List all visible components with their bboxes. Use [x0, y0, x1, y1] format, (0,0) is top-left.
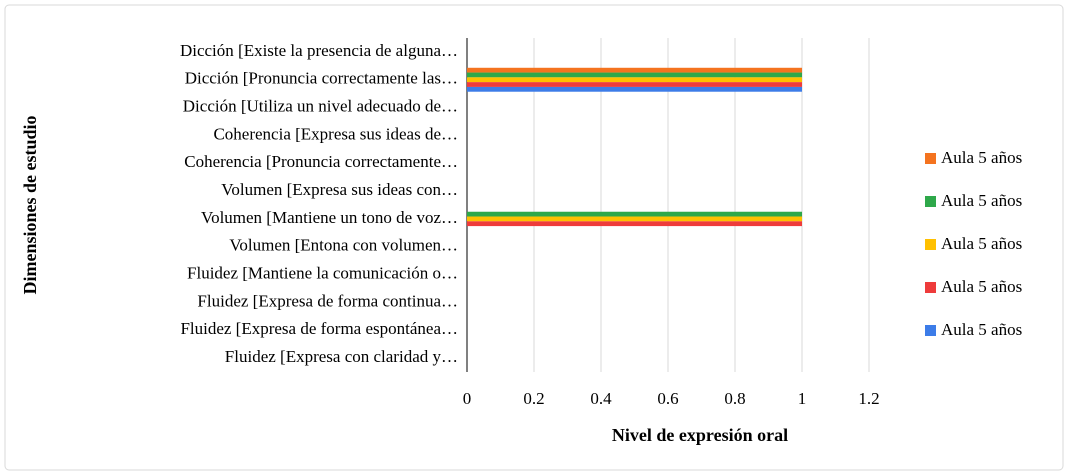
legend-label: Aula 5 años [941, 320, 1022, 339]
bar [467, 77, 802, 83]
legend-swatch [925, 282, 936, 293]
legend-label: Aula 5 años [941, 277, 1022, 296]
legend-swatch [925, 239, 936, 250]
y-tick-label: Dicción [Utiliza un nivel adecuado de… [183, 96, 458, 115]
legend-label: Aula 5 años [941, 148, 1022, 167]
y-tick-label: Fluidez [Expresa de forma espontánea… [180, 319, 458, 338]
x-tick-label: 0 [463, 389, 472, 408]
y-tick-label: Coherencia [Pronuncia correctamente… [184, 152, 458, 171]
y-tick-label: Volumen [Mantiene un tono de voz… [201, 208, 458, 227]
x-tick-label: 1.2 [858, 389, 879, 408]
legend-swatch [925, 325, 936, 336]
bar [467, 211, 802, 217]
y-tick-label: Dicción [Pronuncia correctamente las… [185, 69, 458, 88]
y-tick-label: Dicción [Existe la presencia de alguna… [180, 41, 458, 60]
x-tick-label: 0.6 [657, 389, 678, 408]
y-tick-label: Fluidez [Mantiene la comunicación o… [187, 263, 458, 282]
legend-swatch [925, 196, 936, 207]
bar [467, 216, 802, 222]
y-tick-label: Fluidez [Expresa de forma continua… [197, 291, 458, 310]
bar [467, 221, 802, 227]
y-tick-label: Coherencia [Expresa sus ideas de… [213, 124, 458, 143]
x-axis-title: Nivel de expresión oral [612, 425, 788, 445]
x-tick-label: 1 [798, 389, 807, 408]
y-tick-label: Volumen [Expresa sus ideas con… [221, 180, 458, 199]
bar [467, 72, 802, 78]
x-tick-label: 0.4 [590, 389, 612, 408]
legend-label: Aula 5 años [941, 191, 1022, 210]
bar [467, 67, 802, 73]
x-tick-label: 0.8 [724, 389, 745, 408]
x-tick-label: 0.2 [523, 389, 544, 408]
legend-swatch [925, 153, 936, 164]
y-tick-label: Volumen [Entona con volumen… [229, 236, 458, 255]
bar [467, 82, 802, 87]
y-tick-label: Fluidez [Expresa con claridad y… [225, 347, 458, 366]
y-axis-title: Dimensiones de estudio [20, 115, 40, 294]
legend-label: Aula 5 años [941, 234, 1022, 253]
bar [467, 86, 802, 92]
